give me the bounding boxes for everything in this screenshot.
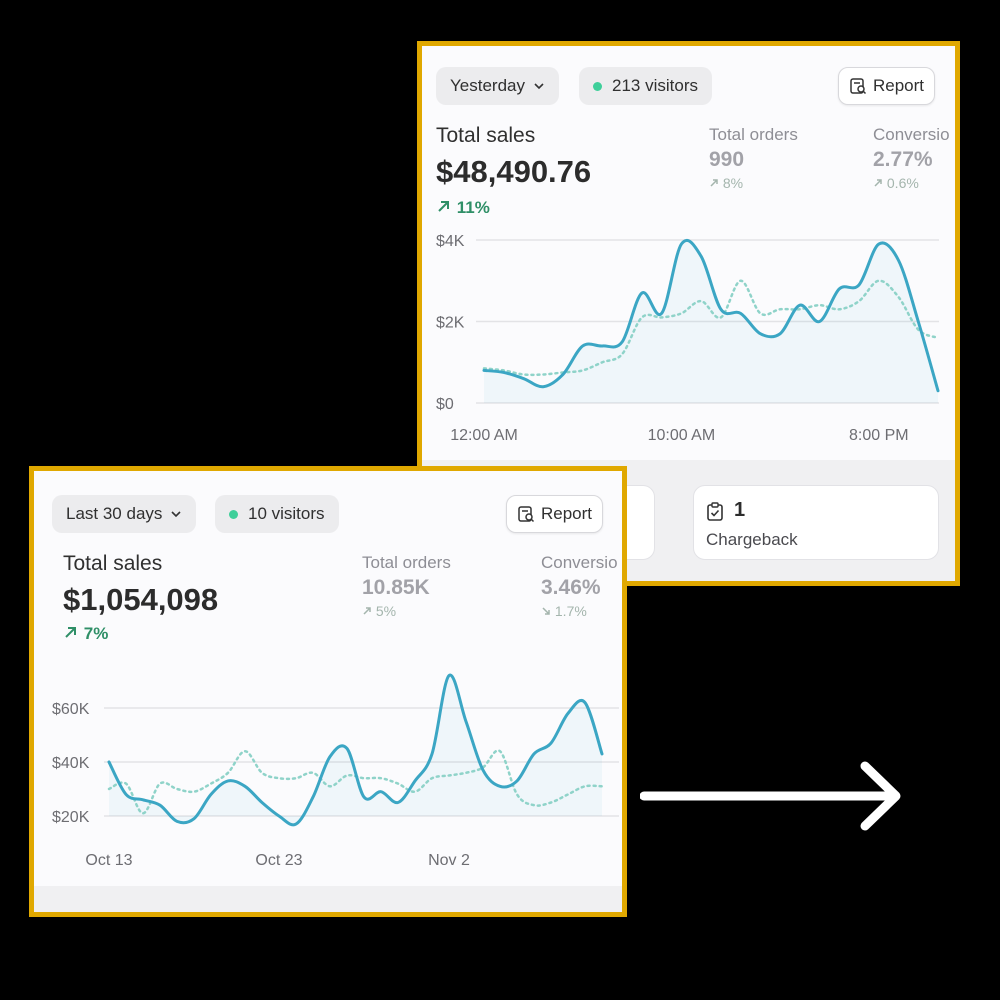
total-orders-label: Total orders bbox=[709, 125, 798, 144]
y-tick-label: $4K bbox=[436, 233, 465, 250]
y-tick-label: $60K bbox=[52, 701, 90, 718]
live-dot-icon bbox=[229, 509, 238, 519]
sales-line-chart: $4K $2K $0 12:00 AM 10:00 AM 8:00 PM bbox=[436, 233, 940, 444]
visitors-count: 10 visitors bbox=[248, 504, 325, 523]
visitors-count: 213 visitors bbox=[612, 76, 698, 95]
trend-up-icon bbox=[710, 179, 718, 187]
visitors-badge[interactable]: 213 visitors bbox=[579, 67, 712, 105]
report-icon bbox=[850, 78, 867, 95]
conversion-label: Conversio bbox=[873, 125, 950, 144]
trend-up-icon bbox=[874, 179, 882, 187]
total-sales-change: 7% bbox=[63, 624, 108, 644]
current-series-line bbox=[107, 673, 604, 827]
total-orders-value: 990 bbox=[709, 148, 745, 171]
chargeback-card[interactable]: 1 Chargeback bbox=[693, 485, 939, 560]
x-tick-label: Nov 2 bbox=[428, 852, 470, 869]
y-tick-label: $2K bbox=[436, 315, 465, 332]
conversion-change: 1.7% bbox=[541, 603, 587, 619]
trend-up-icon bbox=[65, 627, 76, 638]
report-button[interactable]: Report bbox=[506, 495, 604, 533]
date-range-label: Last 30 days bbox=[66, 504, 163, 523]
total-orders-change: 5% bbox=[362, 603, 396, 619]
conversion-label: Conversio bbox=[541, 553, 618, 572]
comparison-series-line bbox=[482, 279, 940, 377]
total-orders-change: 8% bbox=[709, 175, 743, 191]
chargeback-count: 1 bbox=[734, 499, 746, 521]
sales-overview-30-days-panel: Last 30 days 10 visitors Report Total sa… bbox=[29, 466, 627, 917]
sales-line-chart: $60K $40K $20K Oct 13 Oct 23 Nov 2 bbox=[52, 673, 619, 869]
y-tick-label: $0 bbox=[436, 396, 454, 413]
current-series-area bbox=[484, 240, 938, 403]
live-dot-icon bbox=[593, 81, 602, 91]
conversion-value: 3.46% bbox=[541, 576, 601, 599]
date-range-select[interactable]: Yesterday bbox=[436, 67, 559, 105]
current-series-line bbox=[482, 238, 940, 393]
chargeback-label: Chargeback bbox=[706, 530, 798, 549]
total-sales-label: Total sales bbox=[436, 124, 536, 147]
x-tick-label: Oct 23 bbox=[255, 852, 302, 869]
report-label: Report bbox=[541, 504, 593, 523]
x-tick-label: 10:00 AM bbox=[648, 427, 716, 444]
y-tick-label: $20K bbox=[52, 809, 90, 826]
x-tick-label: 12:00 AM bbox=[450, 427, 518, 444]
x-tick-label: Oct 13 bbox=[85, 852, 132, 869]
total-sales-change: 11% bbox=[436, 198, 490, 218]
x-tick-label: 8:00 PM bbox=[849, 427, 909, 444]
trend-up-icon bbox=[363, 607, 371, 615]
trend-down-icon bbox=[542, 607, 550, 615]
chevron-down-icon bbox=[534, 83, 544, 90]
date-range-select[interactable]: Last 30 days bbox=[52, 495, 197, 533]
report-button[interactable]: Report bbox=[838, 67, 936, 105]
clipboard-check-icon bbox=[707, 502, 723, 521]
report-label: Report bbox=[873, 76, 925, 95]
y-tick-label: $40K bbox=[52, 755, 90, 772]
current-series-area bbox=[109, 675, 602, 825]
chevron-down-icon bbox=[171, 511, 181, 518]
total-sales-value: $1,054,098 bbox=[63, 582, 219, 617]
total-sales-label: Total sales bbox=[63, 552, 163, 575]
total-orders-label: Total orders bbox=[362, 553, 451, 572]
right-arrow-icon bbox=[640, 761, 901, 831]
date-range-label: Yesterday bbox=[450, 76, 525, 95]
total-sales-value: $48,490.76 bbox=[436, 154, 592, 189]
visitors-badge[interactable]: 10 visitors bbox=[215, 495, 339, 533]
total-orders-value: 10.85K bbox=[362, 576, 430, 599]
report-icon bbox=[518, 506, 535, 523]
summary-cards-area bbox=[34, 886, 622, 912]
trend-up-icon bbox=[438, 201, 449, 212]
conversion-value: 2.77% bbox=[873, 148, 933, 171]
conversion-change: 0.6% bbox=[873, 175, 919, 191]
